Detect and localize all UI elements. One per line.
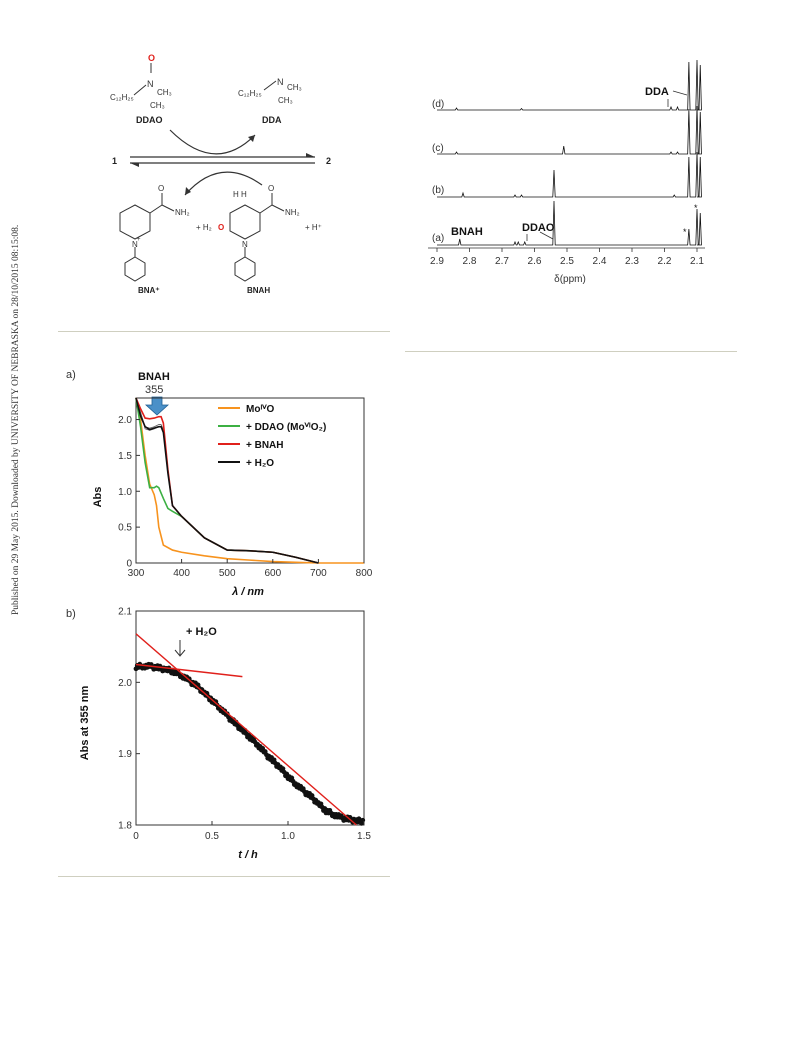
legend-entry: MoᴵⱽO bbox=[246, 404, 275, 415]
nmr-tick-label: 2.5 bbox=[560, 256, 574, 267]
panel-label-b: b) bbox=[66, 608, 76, 620]
species-1: 1 bbox=[112, 156, 117, 166]
arrow-down-icon bbox=[174, 649, 186, 657]
chart-a-y-label: Abs bbox=[92, 487, 104, 508]
legend-entry: + DDAO (MoⱽᴵO₂) bbox=[246, 422, 326, 433]
impurity-mark: * bbox=[683, 227, 687, 237]
y-tick-label: 2.1 bbox=[118, 607, 132, 618]
nmr-trace bbox=[437, 151, 702, 198]
ddao-methyl-a: CH₃ bbox=[157, 88, 172, 97]
ddao-oxygen: O bbox=[148, 53, 155, 63]
x-tick-label: 600 bbox=[264, 568, 281, 579]
nmr-trace bbox=[437, 200, 702, 246]
ddao-nitrogen: N bbox=[147, 79, 154, 89]
spectrum-label-a: (a) bbox=[432, 233, 444, 244]
ddao-chain: C₁₂H₂₅ bbox=[110, 93, 134, 102]
titration-curve bbox=[135, 397, 173, 506]
chart-b: b) 0 0.5 1.0 1.5 1.8 1.9 2.0 2.1 + H₂O Abs at 3… bbox=[66, 607, 371, 862]
bna-amide: NH₂ bbox=[175, 208, 190, 217]
dda-methyl-a: CH₃ bbox=[287, 83, 302, 92]
dda-nitrogen: N bbox=[277, 77, 284, 87]
dda-label: DDA bbox=[262, 115, 282, 125]
fit-line bbox=[135, 663, 243, 678]
nmr-tick-label: 2.7 bbox=[495, 256, 509, 267]
reaction-scheme: O C₁₂H₂₅ N CH₃ CH₃ DDAO C₁₂H₂₅ N CH₃ CH₃… bbox=[110, 53, 331, 295]
divider bbox=[58, 876, 390, 877]
panel-label-a: a) bbox=[66, 369, 76, 381]
ddao-peak-label: DDAO bbox=[522, 222, 555, 234]
x-tick-label: 700 bbox=[310, 568, 327, 579]
x-tick-label: 500 bbox=[219, 568, 236, 579]
bnah-hydrogens: H H bbox=[233, 190, 247, 199]
x-tick-label: 300 bbox=[128, 568, 145, 579]
ddao-methyl-b: CH₃ bbox=[150, 101, 165, 110]
proton: + H⁺ bbox=[305, 223, 322, 232]
y-tick-label: 0 bbox=[126, 559, 132, 570]
series-line bbox=[135, 397, 364, 564]
nmr-trace bbox=[437, 59, 702, 111]
spectrum-label-d: (d) bbox=[432, 99, 444, 110]
divider bbox=[405, 351, 737, 352]
bnah-amide: NH₂ bbox=[285, 208, 300, 217]
y-tick-label: 0.5 bbox=[118, 523, 132, 534]
divider bbox=[58, 331, 390, 332]
series-line bbox=[135, 397, 319, 564]
nmr-x-axis-label: δ(ppm) bbox=[554, 274, 586, 285]
nmr-tick-label: 2.3 bbox=[625, 256, 639, 267]
dda-peak-label: DDA bbox=[645, 86, 669, 98]
impurity-mark: * bbox=[694, 203, 698, 213]
nmr-tick-label: 2.1 bbox=[690, 256, 704, 267]
y-tick-label: 2.0 bbox=[118, 678, 132, 689]
spectrum-label-c: (c) bbox=[432, 143, 444, 154]
legend-entry: + H₂O bbox=[246, 458, 274, 469]
bnah-nitrogen: N bbox=[242, 240, 248, 249]
y-tick-label: 1.5 bbox=[118, 451, 132, 462]
water-plus: + H₂ bbox=[196, 223, 212, 232]
bna-charge: + bbox=[137, 237, 141, 243]
dda-chain: C₁₂H₂₅ bbox=[238, 89, 262, 98]
species-2: 2 bbox=[326, 156, 331, 166]
nmr-tick-label: 2.8 bbox=[463, 256, 477, 267]
dda-methyl-b: CH₃ bbox=[278, 96, 293, 105]
legend-entry: + BNAH bbox=[246, 440, 284, 451]
bnah-annotation: BNAH bbox=[138, 371, 170, 383]
nmr-tick-label: 2.9 bbox=[430, 256, 444, 267]
bna-label: BNA⁺ bbox=[138, 286, 160, 295]
x-tick-label: 800 bbox=[356, 568, 373, 579]
nmr-spectra: (d) (c) (b) (a) DDA DDAO BNAH * * 2.9 2.8… bbox=[428, 59, 705, 285]
wavelength-annotation: 355 bbox=[145, 384, 163, 396]
arrow-down-icon bbox=[144, 396, 170, 416]
chart-a-x-label: λ / nm bbox=[231, 586, 264, 598]
water-oxygen: O bbox=[218, 223, 224, 232]
bna-nitrogen: N bbox=[132, 240, 138, 249]
ddao-label: DDAO bbox=[136, 115, 163, 125]
y-tick-label: 1.0 bbox=[118, 487, 132, 498]
water-addition-label: + H₂O bbox=[186, 626, 217, 638]
nmr-tick-label: 2.4 bbox=[593, 256, 607, 267]
nmr-tick-label: 2.6 bbox=[528, 256, 542, 267]
y-tick-label: 1.8 bbox=[118, 821, 132, 832]
x-tick-label: 1.0 bbox=[281, 831, 295, 842]
nmr-tick-label: 2.2 bbox=[658, 256, 672, 267]
nmr-trace bbox=[437, 105, 702, 155]
bnah-peak-label: BNAH bbox=[451, 226, 483, 238]
x-tick-label: 400 bbox=[173, 568, 190, 579]
chart-b-x-label: t / h bbox=[238, 849, 258, 861]
x-tick-label: 0.5 bbox=[205, 831, 219, 842]
chart-a: a) BNAH 355 300 400 500 600 700 800 0 0.5 1.0 1.5… bbox=[66, 369, 373, 598]
bnah-oxygen: O bbox=[268, 184, 274, 193]
chart-b-y-label: Abs at 355 nm bbox=[79, 685, 91, 760]
spectrum-label-b: (b) bbox=[432, 185, 444, 196]
x-tick-label: 0 bbox=[133, 831, 139, 842]
y-tick-label: 2.0 bbox=[118, 415, 132, 426]
bnah-label: BNAH bbox=[247, 286, 270, 295]
publication-note: Published on 29 May 2015. Downloaded by … bbox=[11, 224, 21, 615]
bna-oxygen: O bbox=[158, 184, 164, 193]
y-tick-label: 1.9 bbox=[118, 749, 132, 760]
x-tick-label: 1.5 bbox=[357, 831, 371, 842]
fit-line bbox=[135, 633, 357, 826]
